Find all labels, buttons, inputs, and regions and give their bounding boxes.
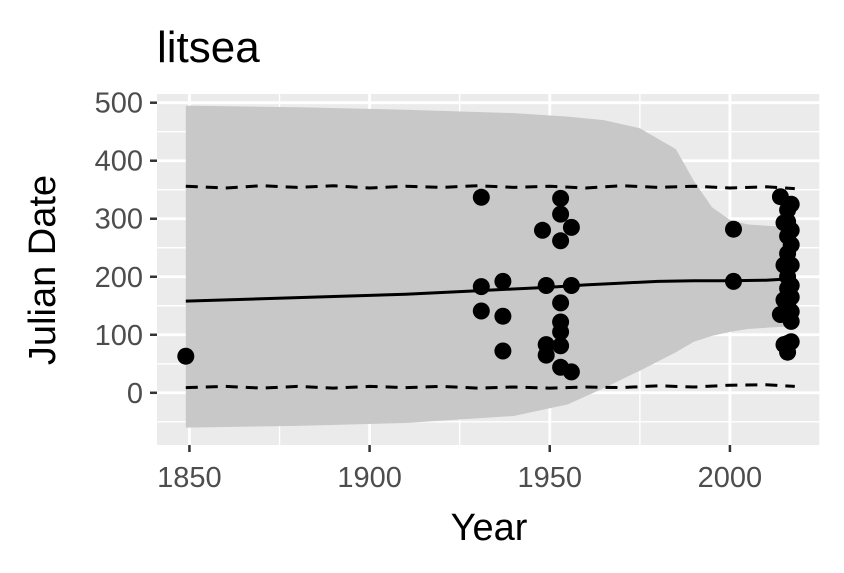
lower-dashed-line <box>185 383 795 390</box>
y-axis-title: Julian Date <box>22 175 64 365</box>
data-point <box>782 312 800 330</box>
data-point <box>552 323 570 341</box>
x-tick-label: 1950 <box>517 462 582 494</box>
data-point <box>552 294 570 312</box>
data-point <box>725 220 742 238</box>
data-point <box>782 288 800 306</box>
data-point <box>472 302 490 320</box>
data-point <box>537 277 555 294</box>
x-axis: 1850 1900 1950 2000 <box>157 445 762 494</box>
y-tick-label: 0 <box>127 378 143 410</box>
y-tick-label: 200 <box>95 262 143 294</box>
upper-dashed-line <box>185 184 795 191</box>
data-point <box>782 333 800 351</box>
data-point <box>472 188 490 206</box>
y-tick-label: 400 <box>95 146 143 178</box>
y-tick-label: 300 <box>95 204 143 236</box>
data-point <box>534 221 551 239</box>
confidence-ribbon <box>185 105 795 428</box>
y-tick-label: 500 <box>95 88 143 120</box>
data-point <box>494 272 512 290</box>
data-point <box>494 342 512 360</box>
data-point <box>782 195 800 213</box>
data-point <box>782 221 800 239</box>
data-point <box>562 277 580 294</box>
y-axis: 0 100 200 300 400 500 <box>95 88 157 410</box>
data-point <box>552 337 570 355</box>
x-tick-label: 1850 <box>157 462 222 494</box>
data-point <box>725 272 742 290</box>
data-point <box>537 346 555 364</box>
x-tick-label: 2000 <box>698 462 763 494</box>
y-tick-label: 100 <box>95 320 143 352</box>
data-point <box>562 363 580 381</box>
data-point <box>782 236 800 254</box>
data-point <box>552 232 570 250</box>
data-point <box>472 278 490 296</box>
x-tick-label: 1900 <box>337 462 402 494</box>
chart-title: litsea <box>157 23 260 72</box>
data-point <box>552 205 570 223</box>
data-point <box>494 307 512 325</box>
data-point <box>552 189 570 207</box>
data-points <box>177 188 800 381</box>
data-point <box>177 347 195 365</box>
x-axis-title: Year <box>451 507 528 549</box>
data-point <box>782 256 800 274</box>
data-point <box>562 218 580 236</box>
